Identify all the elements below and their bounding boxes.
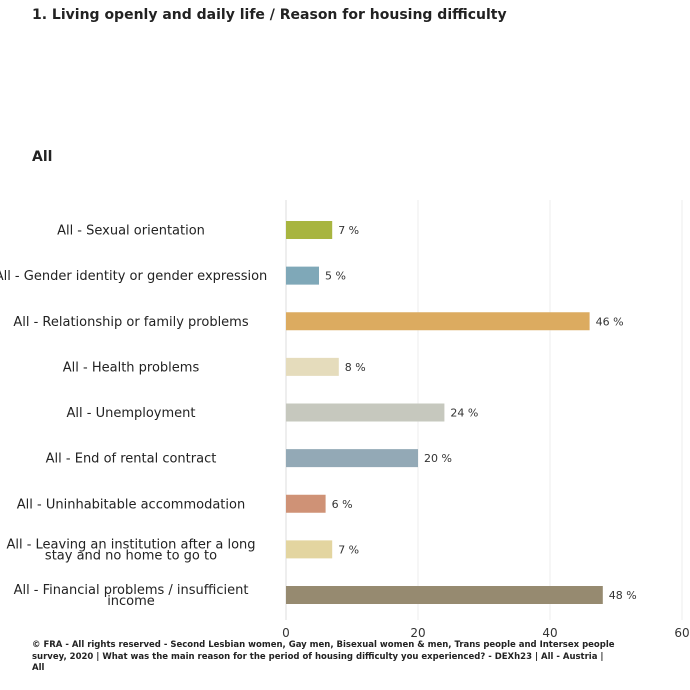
bar [286,357,339,376]
bar [286,540,333,559]
bar-value-label: 6 % [332,498,353,511]
chart-subtitle: All [32,149,53,165]
bar-value-label: 20 % [424,452,452,465]
category-label: All - Health problems [63,360,200,375]
bar [286,312,590,331]
category-label: All - Uninhabitable accommodation [17,497,245,512]
x-tick-label: 20 [410,626,425,640]
category-label: All - Financial problems / insufficient i… [14,583,249,609]
x-tick-label: 60 [674,626,689,640]
category-label: All - Gender identity or gender expressi… [0,269,267,284]
source-footer: © FRA - All rights reserved - Second Les… [32,640,615,673]
x-tick-label: 40 [542,626,557,640]
bar-chart: 0 20 40 60 7 % All - Sexual orientation 5 % All… [0,200,690,640]
category-label: All - End of rental contract [46,452,217,467]
x-tick-label: 0 [282,626,290,640]
bar-value-label: 24 % [450,407,478,420]
bar [286,586,603,604]
bar [286,266,319,285]
bar-value-label: 5 % [325,270,346,283]
bar-value-label: 7 % [338,543,359,556]
bar-value-label: 48 % [609,589,637,602]
bar [286,494,326,513]
bar-value-label: 8 % [345,361,366,374]
bar [286,403,445,422]
category-label: All - Relationship or family problems [13,315,248,330]
bar-value-label: 7 % [338,224,359,237]
category-label: All - Sexual orientation [57,224,205,239]
bar-value-label: 46 % [596,315,624,328]
chart-title: 1. Living openly and daily life / Reason… [32,7,507,23]
category-label: All - Leaving an institution after a lon… [6,537,255,563]
bar [286,221,333,239]
category-label: All - Unemployment [67,406,196,421]
bar [286,449,418,468]
